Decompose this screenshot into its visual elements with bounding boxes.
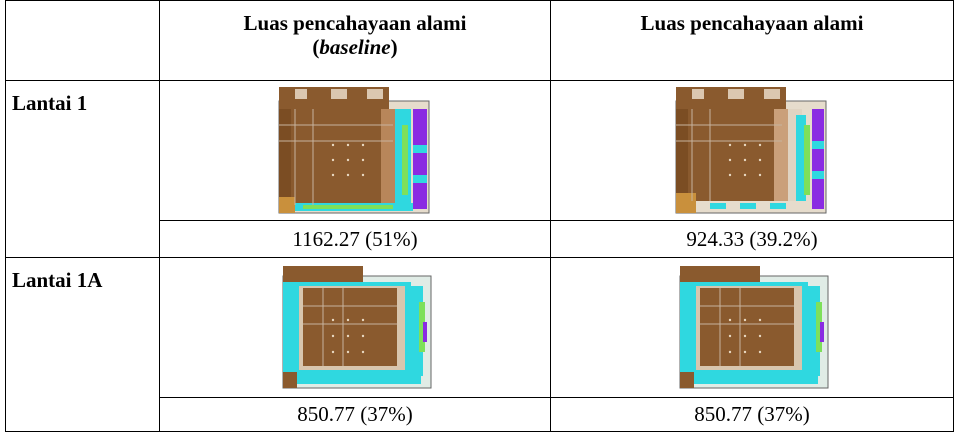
header-baseline: Luas pencahayaan alami (baseline) bbox=[159, 0, 551, 81]
daylight-area-table: Luas pencahayaan alami (baseline) Luas pe… bbox=[5, 0, 954, 432]
header-baseline-tag: baseline bbox=[319, 35, 391, 59]
floor-plan-image bbox=[272, 84, 438, 217]
table-row: Lantai 1 bbox=[5, 80, 954, 258]
header-baseline-label: Luas pencahayaan alami bbox=[243, 11, 467, 35]
plan-cell bbox=[550, 80, 954, 221]
floor-plan-image bbox=[669, 84, 835, 217]
table-row: Lantai 1A bbox=[5, 257, 954, 432]
plan-cell bbox=[550, 257, 954, 398]
area-value: 850.77 (37%) bbox=[550, 397, 954, 432]
baseline-area-value: 850.77 (37%) bbox=[159, 397, 551, 432]
floor-label: Lantai 1 bbox=[5, 80, 160, 258]
floor-label: Lantai 1A bbox=[5, 257, 160, 432]
floor-plan-image bbox=[669, 261, 835, 394]
empty-corner-cell bbox=[5, 0, 160, 81]
plan-cell bbox=[159, 257, 551, 398]
header-proposed: Luas pencahayaan alami bbox=[550, 0, 954, 81]
plan-cell bbox=[159, 80, 551, 221]
table-row: 850.77 (37%) 850.77 (37%) bbox=[6, 397, 954, 432]
area-value: 924.33 (39.2%) bbox=[550, 220, 954, 258]
baseline-area-value: 1162.27 (51%) bbox=[159, 220, 551, 258]
header-row: Luas pencahayaan alami (baseline) Luas pe… bbox=[5, 0, 954, 81]
floor-plan-image bbox=[272, 261, 438, 394]
